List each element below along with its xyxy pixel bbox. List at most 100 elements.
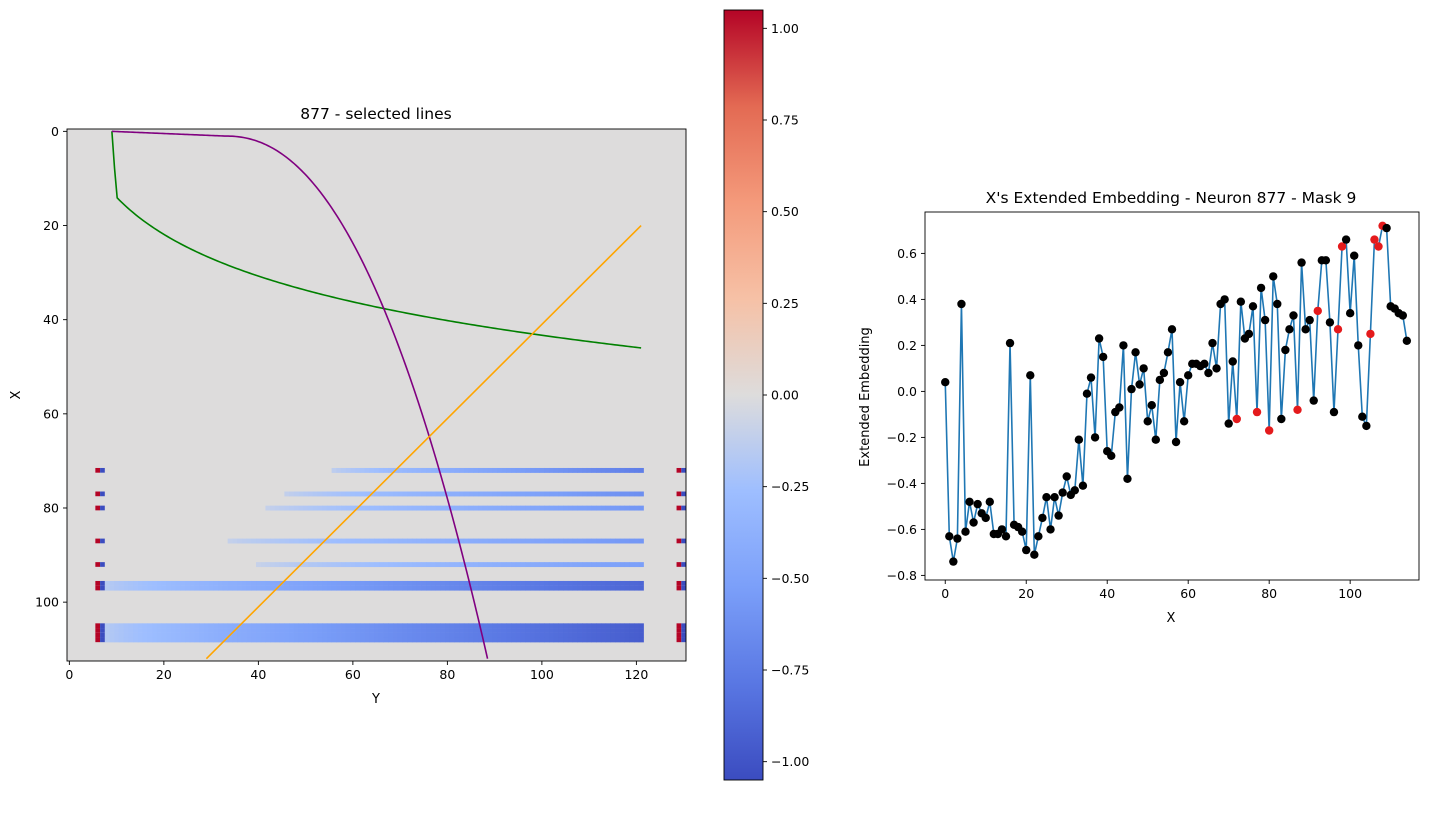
heatmap-cell [487,637,493,643]
heatmap-cell [638,580,644,586]
heatmap-cell [582,505,588,511]
heatmap-cell [156,585,162,591]
heatmap-cell [567,491,573,497]
heatmap-cell [303,637,309,643]
heatmap-cell [383,491,389,497]
heatmap-cell [123,628,129,633]
heatmap-cell [118,628,125,633]
heatmap-cell [435,585,441,591]
heatmap-cell [473,505,479,511]
heatmap-cell [322,637,328,643]
embedding-point [1167,325,1177,334]
heatmap-cell [440,632,446,638]
heatmap-edge-cell [100,632,105,638]
heatmap-cell [369,562,375,568]
heatmap-cell [104,623,110,629]
heatmap-edge-cell [676,505,682,511]
heatmap-cell [634,632,640,638]
heatmap-cell [619,632,625,638]
heatmap-cell [317,562,323,568]
heatmap-cell [270,632,276,638]
heatmap-cell [629,637,635,643]
heatmap-x-label: Y [371,692,380,707]
heatmap-cell [605,467,611,473]
heatmap-cell [152,632,158,638]
heatmap-edge-cell [681,538,686,544]
heatmap-cell [496,585,503,591]
heatmap-cell [274,505,281,511]
heatmap-cell [553,632,559,638]
heatmap-cell [558,632,564,638]
heatmap-cell [369,628,375,633]
embedding-point [1151,435,1161,444]
heatmap-x-tick-label: 120 [624,667,648,682]
heatmap-cell [492,538,498,544]
heatmap-cell [402,538,408,544]
heatmap-cell [194,628,200,633]
heatmap-cell [421,632,427,638]
heatmap-cell [331,632,337,638]
heatmap-cell [496,628,503,633]
heatmap-cell [312,491,318,497]
heatmap-cell [553,585,559,591]
heatmap-edge-cell [676,623,682,629]
embedding-highlight-point [1370,235,1379,244]
heatmap-cell [449,623,455,629]
heatmap-cell [629,632,635,638]
heatmap-cell [548,628,555,633]
heatmap-cell [350,637,356,643]
heatmap-cell [411,491,418,497]
heatmap-cell [279,562,285,568]
heatmap-cell [189,628,195,633]
heatmap-row-x77 [95,491,686,497]
heatmap-edge-cell [95,562,101,567]
heatmap-cell [506,585,512,591]
heatmap-cell [515,585,522,591]
heatmap-cell [378,562,384,568]
heatmap-cell [359,562,366,568]
heatmap-cell [312,623,318,629]
heatmap-cell [487,467,493,473]
embedding-point [1398,311,1408,320]
heatmap-cell [624,491,630,497]
heatmap-cell [440,491,446,497]
heatmap-cell [156,623,162,629]
heatmap-cell [449,491,455,497]
heatmap-cell [426,538,432,544]
heatmap-cell [449,538,455,544]
heatmap-cell [161,628,167,633]
heatmap-cell [563,628,569,633]
heatmap-cell [445,538,451,544]
heatmap-cell [322,562,328,568]
heatmap-cell [430,562,436,568]
heatmap-cell [496,637,503,643]
heatmap-cell [241,628,247,633]
heatmap-cell [634,623,640,629]
heatmap-cell [312,562,318,568]
heatmap-cell [619,628,625,633]
heatmap-cell [331,538,337,544]
heatmap-cell [440,623,446,629]
embedding-x-tick-label: 20 [1018,586,1034,601]
heatmap-cell [128,580,134,586]
heatmap-cell [463,623,470,629]
heatmap-cell [572,467,578,473]
heatmap-cell [156,628,162,633]
heatmap-cell [496,505,503,511]
heatmap-cell [256,628,262,633]
heatmap-cell [303,580,309,586]
heatmap-cell [284,580,290,586]
heatmap-cell [520,632,526,638]
heatmap-cell [577,580,583,586]
heatmap-cell [563,467,569,473]
embedding-point [1038,513,1047,523]
heatmap-cell [331,585,337,591]
heatmap-cell [445,637,451,643]
heatmap-cell [170,585,177,591]
heatmap-cell [553,538,559,544]
heatmap-cell [501,491,507,497]
heatmap-cell [170,623,177,629]
heatmap-cell [312,538,318,544]
embedding-point [1200,359,1209,368]
heatmap-cell [426,467,432,473]
